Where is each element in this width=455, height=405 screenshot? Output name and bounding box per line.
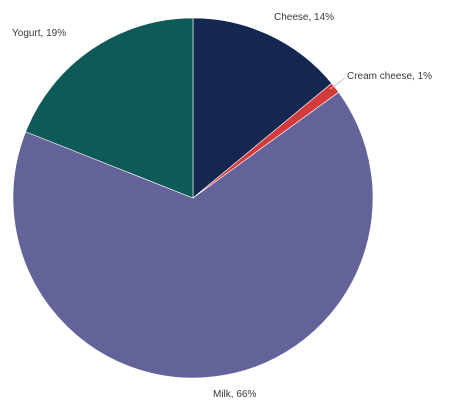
- leader-line-cream-cheese: [329, 77, 346, 90]
- pie-slice-cheese: [192, 17, 333, 199]
- slice-label-cream-cheese: Cream cheese, 1%: [347, 71, 432, 82]
- pie-slices: [12, 17, 374, 379]
- slice-labels: Cheese, 14% Cream cheese, 1% Milk, 66% Yogu…: [12, 12, 432, 400]
- leader-lines: [329, 77, 346, 90]
- pie-slice-yogurt: [25, 17, 194, 199]
- pie-slice-milk: [12, 91, 374, 379]
- slice-label-yogurt: Yogurt, 19%: [12, 28, 66, 39]
- slice-label-milk: Milk, 66%: [213, 389, 256, 400]
- slice-label-cheese: Cheese, 14%: [274, 12, 334, 23]
